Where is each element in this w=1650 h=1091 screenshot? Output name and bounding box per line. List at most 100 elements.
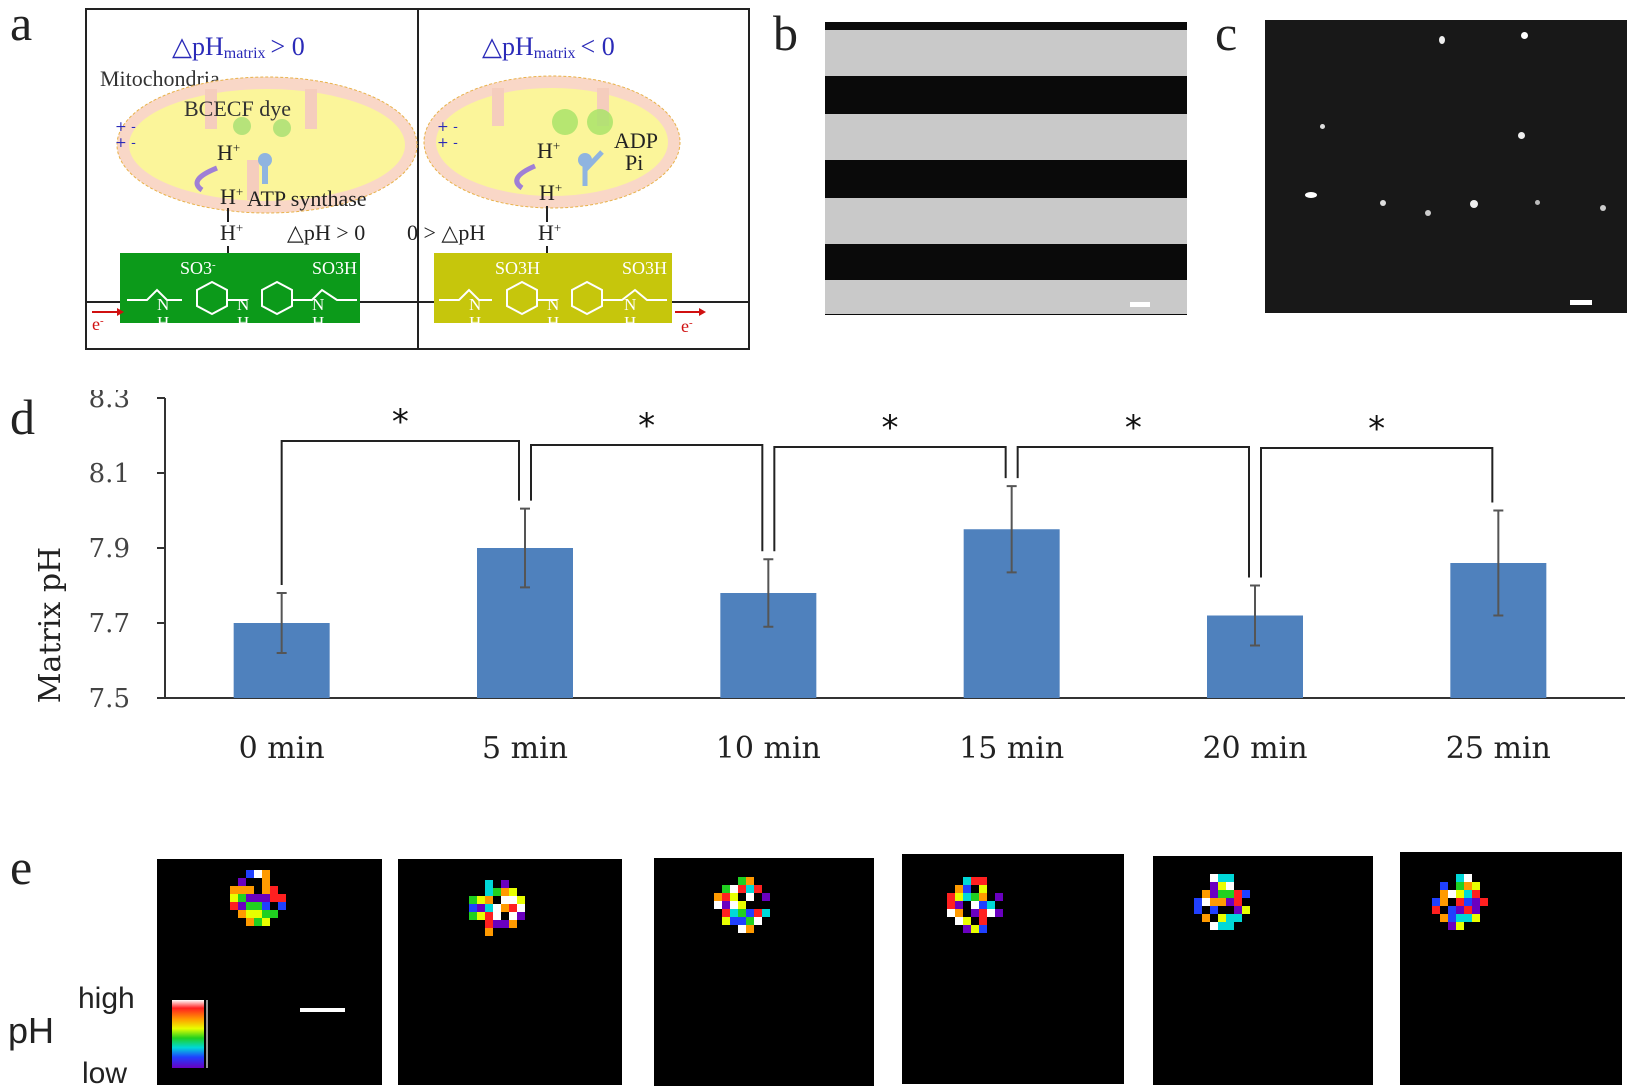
proton-pump-arrow bbox=[194, 165, 218, 193]
electron-arrow-head bbox=[117, 308, 124, 316]
heatmap-pixel bbox=[1226, 898, 1234, 906]
y-axis-title: Matrix pH bbox=[33, 547, 68, 703]
heatmap-pixel bbox=[262, 918, 270, 926]
heatmap-pixel bbox=[1456, 922, 1464, 930]
electron-label-right: e- bbox=[681, 316, 693, 336]
microchannel-stripe bbox=[825, 198, 1187, 244]
heatmap-pixel bbox=[1472, 890, 1480, 898]
scale-bar bbox=[300, 1008, 345, 1012]
panel-label-a: a bbox=[10, 0, 33, 51]
heatmap-pixel bbox=[714, 901, 722, 909]
heatmap-pixel bbox=[1440, 914, 1448, 922]
heatmap-pixel bbox=[1210, 890, 1218, 898]
heatmap-pixel bbox=[971, 909, 979, 917]
heatmap-pixel bbox=[1234, 906, 1242, 914]
bars-group bbox=[233, 529, 1547, 698]
heatmap-pixel bbox=[1472, 898, 1480, 906]
y-axis: 7.5 7.7 7.9 8.1 8.3 bbox=[89, 390, 1625, 714]
heatmap-pixel bbox=[730, 909, 738, 917]
error-bars-group bbox=[276, 485, 1504, 654]
heatmap-pixel bbox=[730, 893, 738, 901]
heatmap-pixel bbox=[1202, 890, 1210, 898]
heatmap-pixel bbox=[971, 893, 979, 901]
h-label: H bbox=[237, 313, 249, 332]
dye-molecule-bright bbox=[587, 109, 613, 135]
atp-synthase-stalk bbox=[582, 150, 604, 186]
fluorescent-spot bbox=[1600, 205, 1606, 211]
panel-label-b: b bbox=[773, 5, 798, 61]
h-label: H bbox=[469, 313, 481, 332]
heatmap-pixel bbox=[1456, 890, 1464, 898]
significance-star: * bbox=[638, 406, 655, 446]
heatmap-pixel bbox=[1464, 882, 1472, 890]
polymer-backbone bbox=[127, 280, 357, 316]
heatmap-pixel bbox=[979, 885, 987, 893]
significance-bracket bbox=[1016, 446, 1250, 578]
x-tick-label: 0 min bbox=[239, 731, 325, 766]
heatmap-pixel bbox=[955, 893, 963, 901]
heatmap-pixel bbox=[963, 877, 971, 885]
ph-map-15min bbox=[902, 854, 1124, 1084]
heatmap-pixel bbox=[1202, 898, 1210, 906]
heatmap-pixel bbox=[246, 918, 254, 926]
h-plus-matrix-right: H+ bbox=[537, 138, 560, 163]
significance-star: * bbox=[392, 402, 409, 442]
heatmap-pixel bbox=[1440, 898, 1448, 906]
nh-label: N bbox=[157, 295, 169, 314]
fluorescent-spot bbox=[1305, 192, 1317, 198]
heatmap-pixel bbox=[262, 870, 270, 878]
heatmap-pixel bbox=[469, 904, 477, 912]
heatmap-pixel bbox=[1210, 922, 1218, 930]
significance-bracket bbox=[280, 440, 520, 585]
heatmap-pixel bbox=[746, 885, 754, 893]
heatmap-pixel bbox=[1448, 906, 1456, 914]
right-title: △pHmatrix < 0 bbox=[482, 32, 615, 62]
panel-label-d: d bbox=[10, 389, 35, 445]
heatmap-pixel bbox=[485, 896, 493, 904]
heatmap-pixel bbox=[738, 909, 746, 917]
heatmap-pixel bbox=[485, 912, 493, 920]
heatmap-pixel bbox=[246, 902, 254, 910]
heatmap-pixel bbox=[1432, 898, 1440, 906]
fluorescent-spot bbox=[1535, 200, 1540, 205]
significance-bracket bbox=[773, 446, 1007, 552]
y-tick-label: 8.1 bbox=[89, 459, 130, 489]
matrix-ph-bar-chart: 7.5 7.7 7.9 8.1 8.3 * * * * * 0 min 5 min 10 min 15… bbox=[33, 390, 1625, 766]
heatmap-pixel bbox=[1226, 890, 1234, 898]
heatmap-pixel bbox=[501, 888, 509, 896]
crista bbox=[247, 160, 259, 200]
significance-star: * bbox=[1125, 408, 1142, 448]
heatmap-pixel bbox=[517, 904, 525, 912]
heatmap-pixel bbox=[1472, 882, 1480, 890]
heatmap-pixel bbox=[1210, 882, 1218, 890]
heatmap-pixel bbox=[963, 917, 971, 925]
x-axis-labels: 0 min 5 min 10 min 15 min 20 min 25 min bbox=[239, 731, 1551, 766]
heatmap-pixel bbox=[738, 885, 746, 893]
heatmap-pixel bbox=[493, 888, 501, 896]
heatmap-pixel bbox=[963, 893, 971, 901]
heatmap-pixel bbox=[722, 893, 730, 901]
heatmap-pixel bbox=[1202, 914, 1210, 922]
pani-polymer-green bbox=[120, 253, 360, 323]
heatmap-pixel bbox=[246, 886, 254, 894]
microchannel-stripe bbox=[825, 114, 1187, 160]
y-tick-label: 7.5 bbox=[89, 684, 130, 714]
heatmap-pixel bbox=[722, 909, 730, 917]
ph-map-25min bbox=[1400, 852, 1622, 1085]
heatmap-pixel bbox=[1218, 890, 1226, 898]
significance-star: * bbox=[1368, 409, 1385, 449]
heatmap-pixel bbox=[1464, 914, 1472, 922]
heatmap-pixel bbox=[722, 917, 730, 925]
heatmap-pixel bbox=[738, 917, 746, 925]
heatmap-pixel bbox=[1242, 890, 1250, 898]
heatmap-pixel bbox=[1456, 874, 1464, 882]
heatmap-pixel bbox=[230, 894, 238, 902]
heatmap-pixel bbox=[1456, 914, 1464, 922]
h-plus-matrix: H+ bbox=[217, 140, 240, 165]
heatmap-pixel bbox=[1234, 898, 1242, 906]
proton-pump-arrow bbox=[514, 163, 537, 191]
microchannel-stripe bbox=[825, 280, 1187, 314]
heatmap-pixel bbox=[979, 877, 987, 885]
nh-label: N bbox=[312, 295, 324, 314]
h-plus-ims: H+ bbox=[220, 184, 243, 209]
